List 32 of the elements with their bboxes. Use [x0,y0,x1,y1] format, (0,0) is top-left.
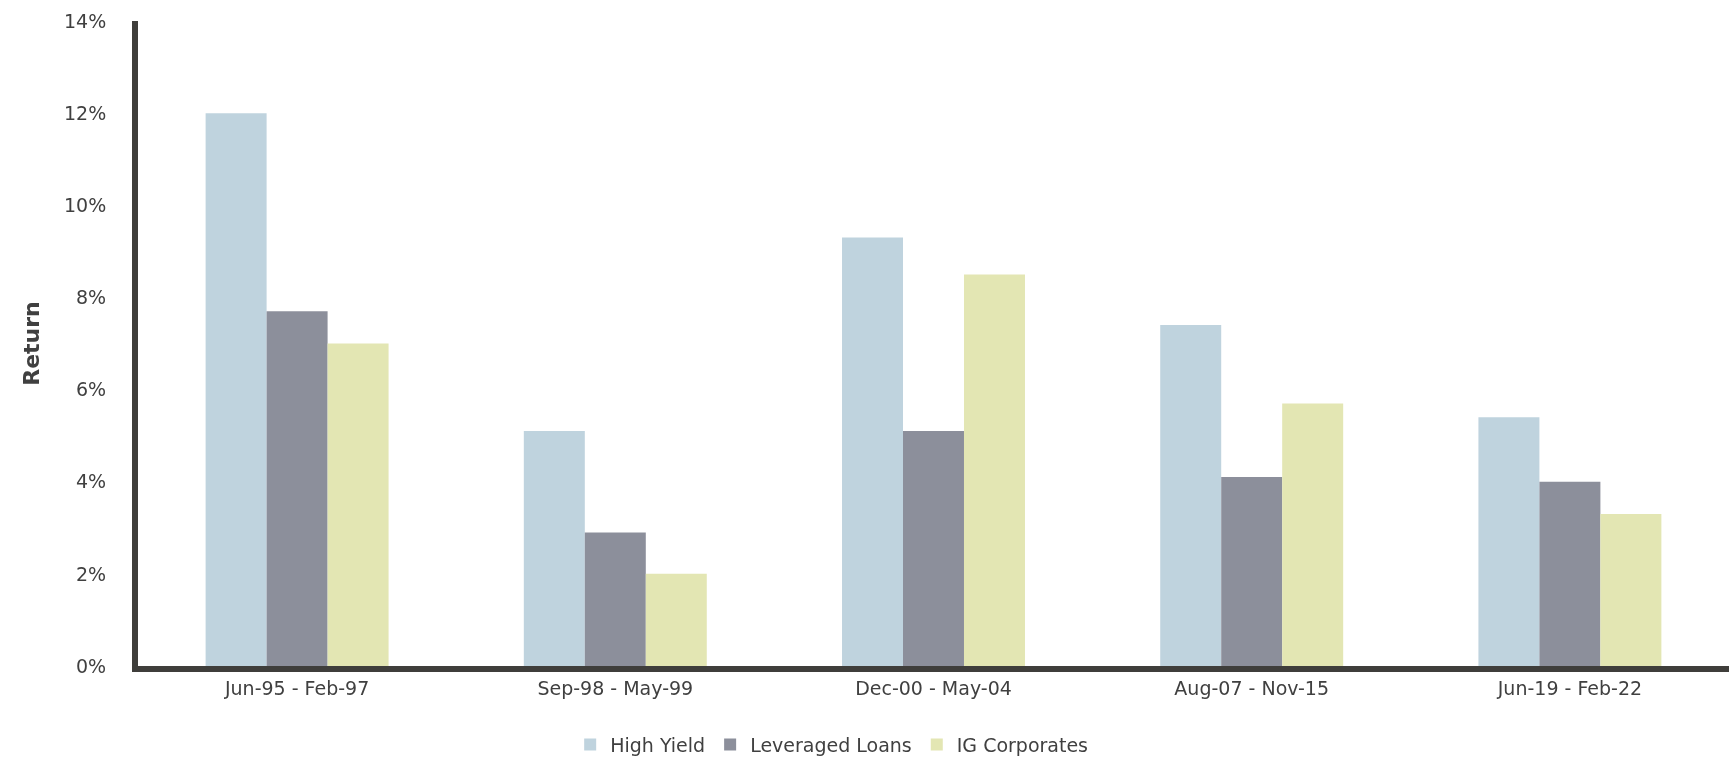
bar [1478,417,1540,666]
legend-label: High Yield [610,733,706,756]
y-tick-label: 14% [63,9,107,32]
bar [1160,325,1222,666]
bar [266,311,328,666]
x-tick-label: Aug-07 - Nov-15 [1174,676,1330,699]
y-tick-label: 12% [63,101,107,124]
bar [584,532,646,666]
x-tick-label: Dec-00 - May-04 [855,676,1012,699]
x-tick-label: Sep-98 - May-99 [537,676,694,699]
bar [963,274,1025,666]
bar [1221,477,1283,666]
y-tick-label: 0% [76,654,107,677]
bar [842,237,904,666]
y-tick-label: 8% [76,286,107,309]
bar [1600,513,1662,666]
y-tick-label: 2% [76,562,107,585]
x-tick-label: Jun-95 - Feb-97 [223,676,370,699]
bar [523,431,585,666]
y-tick-label: 4% [76,470,107,493]
bar [1282,403,1344,666]
y-tick-label: 6% [76,378,107,401]
x-tick-label: Jun-19 - Feb-22 [1496,676,1643,699]
bar [903,431,964,666]
y-tick-label: 10% [63,193,107,216]
bar [645,573,707,666]
bar [1539,481,1601,666]
bar [327,343,389,666]
legend-label: IG Corporates [956,733,1089,756]
bar [205,113,267,666]
legend-label: Leveraged Loans [750,733,912,756]
y-axis-title: Return [19,301,45,386]
